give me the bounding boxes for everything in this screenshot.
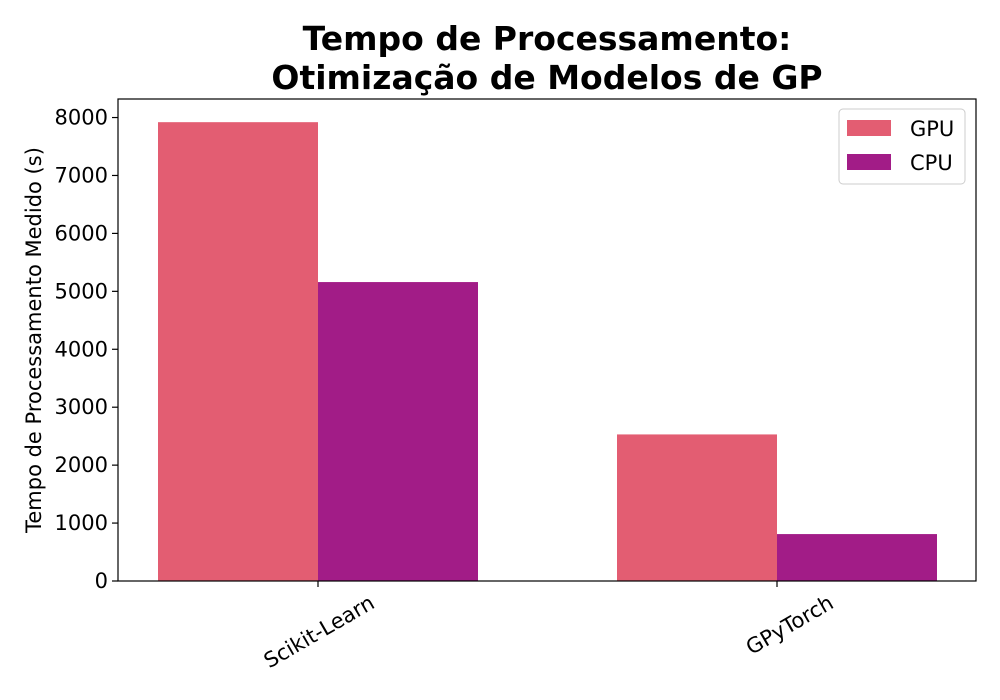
x-ticks-group: Scikit-Learn GPyTorch — [260, 581, 838, 673]
y-ticks-group: 0 1000 2000 3000 4000 5000 6000 7000 8000 — [55, 106, 118, 593]
y-axis-label: Tempo de Processamento Medido (s) — [22, 147, 46, 534]
bars-group — [158, 122, 937, 581]
y-tick-label: 1000 — [55, 511, 108, 535]
y-tick-label: 6000 — [55, 221, 108, 245]
y-tick-label: 2000 — [55, 453, 108, 477]
y-tick-label: 0 — [95, 569, 108, 593]
legend-swatch-cpu — [847, 154, 891, 170]
legend-label-gpu: GPU — [910, 117, 954, 141]
legend-label-cpu: CPU — [910, 151, 953, 175]
chart-title-line-2: Otimização de Modelos de GP — [271, 58, 822, 97]
y-tick-label: 7000 — [55, 163, 108, 187]
plot-frame — [117, 98, 977, 582]
y-tick-label: 4000 — [55, 337, 108, 361]
y-tick-label: 3000 — [55, 395, 108, 419]
x-tick-label: GPyTorch — [742, 591, 838, 660]
y-tick-label: 5000 — [55, 279, 108, 303]
bar-gpu-scikit-learn — [158, 122, 318, 581]
bar-gpu-gpytorch — [617, 434, 777, 581]
y-tick-label: 8000 — [55, 106, 108, 130]
x-tick-label: Scikit-Learn — [260, 591, 379, 673]
chart-title-line-1: Tempo de Processamento: — [303, 19, 792, 58]
legend: GPU CPU — [838, 108, 966, 185]
bar-cpu-gpytorch — [777, 534, 937, 581]
bar-cpu-scikit-learn — [318, 282, 478, 581]
legend-swatch-gpu — [847, 120, 891, 136]
